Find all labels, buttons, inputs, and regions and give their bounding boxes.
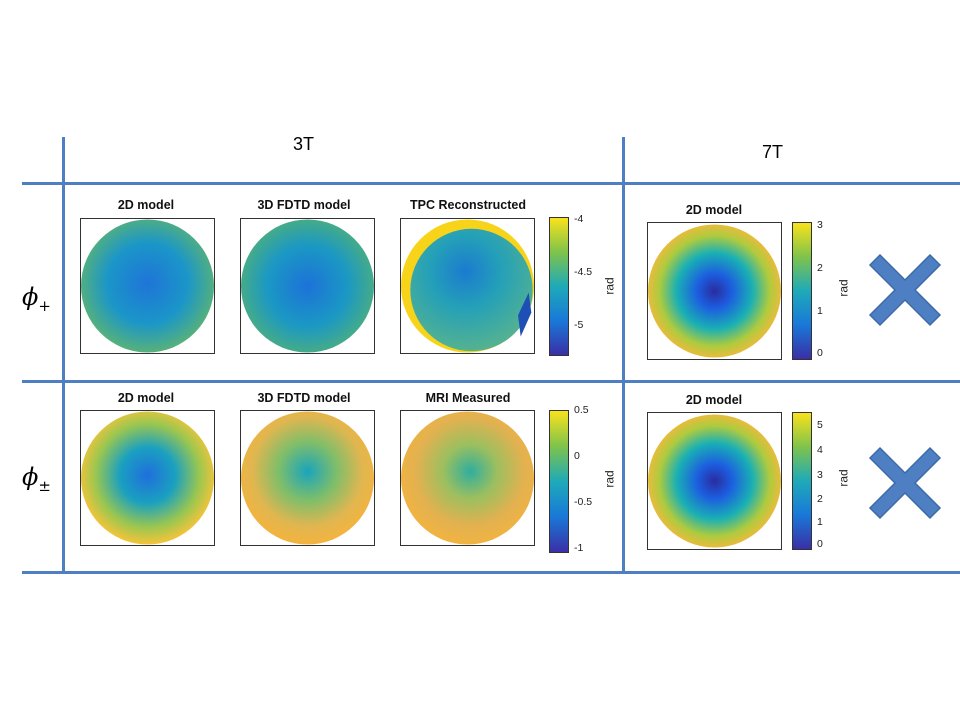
colorbar-tick: 5 (817, 419, 823, 431)
cross-icon (868, 446, 942, 520)
phase-map-r2-3d (240, 410, 375, 546)
phase-disc (241, 219, 374, 353)
phase-map-r2-7t (647, 412, 782, 550)
colorbar-tick: 0 (574, 450, 580, 462)
grid-horizontal-top (22, 182, 960, 185)
panel-title-r2-2d: 2D model (117, 391, 175, 405)
row-label-sub: + (38, 296, 51, 315)
colorbar-tick: 2 (817, 262, 823, 274)
row-label-main: ϕ (22, 283, 39, 311)
row-label-main: ϕ (22, 463, 39, 491)
phase-map-r1-7t (647, 222, 782, 360)
phase-disc (648, 414, 781, 548)
colorbar-tick: 1 (817, 305, 823, 317)
colorbar-r2-3t (549, 410, 569, 553)
colorbar-tick: -4.5 (574, 266, 593, 278)
colorbar-tick: -1 (574, 542, 584, 554)
phase-map-r1-3d (240, 218, 375, 354)
panel-title-r1-2d: 2D model (117, 198, 175, 212)
colorbar-tick: -0.5 (574, 496, 593, 508)
phase-disc (241, 411, 374, 545)
colorbar-r1-3t (549, 217, 569, 356)
column-header-7t: 7T (762, 142, 784, 162)
colorbar-r2-7t (792, 412, 812, 550)
colorbar-tick: 2 (817, 493, 823, 505)
phase-disc (401, 219, 534, 353)
row-label-phi-plus: ϕ+ (22, 283, 51, 315)
colorbar-unit: rad (836, 469, 851, 487)
phase-map-r1-tpc (400, 218, 535, 354)
panel-title-r1-3d: 3D FDTD model (257, 198, 351, 212)
colorbar-unit: rad (602, 277, 617, 295)
panel-title-r2-mri: MRI Measured (425, 391, 511, 405)
grid-vertical-left (62, 137, 65, 574)
colorbar-r1-7t (792, 222, 812, 360)
panel-title-r2-3d: 3D FDTD model (257, 391, 351, 405)
phase-map-r2-mri (400, 410, 535, 546)
phase-map-r2-2d (80, 410, 215, 546)
phase-map-r1-2d (80, 218, 215, 354)
colorbar-tick: 0 (817, 347, 823, 359)
cross-icon (868, 253, 942, 327)
colorbar-unit: rad (602, 470, 617, 488)
phase-disc (81, 219, 214, 353)
grid-horizontal-middle (22, 380, 960, 383)
colorbar-tick: 4 (817, 444, 823, 456)
phase-disc (81, 411, 214, 545)
colorbar-tick: 3 (817, 469, 823, 481)
colorbar-tick: 1 (817, 516, 823, 528)
colorbar-tick: -4 (574, 213, 584, 225)
phase-disc (648, 224, 781, 358)
grid-vertical-middle (622, 137, 625, 574)
row-label-sub: ± (38, 476, 51, 495)
row-label-phi-plusminus: ϕ± (22, 463, 51, 495)
colorbar-tick: -5 (574, 319, 584, 331)
colorbar-tick: 0 (817, 538, 823, 550)
panel-title-r2-7t: 2D model (685, 393, 743, 407)
panel-title-r1-tpc: TPC Reconstructed (410, 198, 526, 212)
colorbar-unit: rad (836, 279, 851, 297)
column-header-3t: 3T (293, 134, 315, 154)
colorbar-tick: 3 (817, 219, 823, 231)
panel-title-r1-7t: 2D model (685, 203, 743, 217)
colorbar-tick: 0.5 (574, 404, 589, 416)
phase-disc (401, 411, 534, 545)
grid-horizontal-bottom (22, 571, 960, 574)
